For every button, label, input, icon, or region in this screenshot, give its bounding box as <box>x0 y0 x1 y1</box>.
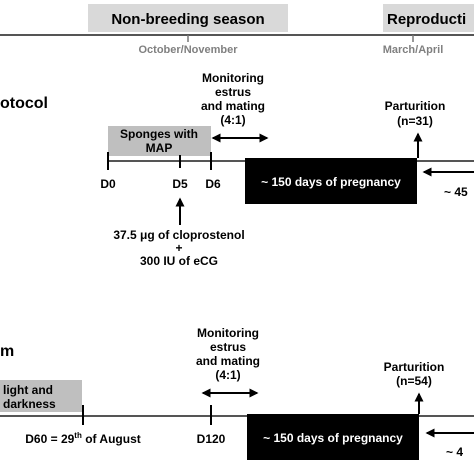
p2-day-d60: D60 = 29th of August <box>25 431 140 446</box>
non-breeding-season-box <box>88 4 288 32</box>
p1-after-label: ~ 45 <box>444 185 468 199</box>
p1-day-d0: D0 <box>100 177 116 191</box>
p1-day-d6: D6 <box>205 177 221 191</box>
reproductive-season-box <box>383 4 474 32</box>
protocol-2-title: m <box>0 343 14 360</box>
p2-day-d60-main: D60 = 29 <box>25 432 74 446</box>
protocol-1-title: otocol <box>0 95 48 112</box>
reproductive-season-label: Reproducti <box>387 11 466 28</box>
p1-day-d5: D5 <box>172 177 188 191</box>
p1-treatment-line-1: 37.5 μg of cloprostenol <box>113 228 244 242</box>
p2-light-line-2: darkness <box>3 397 56 411</box>
p1-monitoring-line-4: (4:1) <box>220 113 245 127</box>
p1-sponges-box <box>108 126 211 156</box>
p1-parturition-count: (n=31) <box>397 114 433 128</box>
p2-pregnancy-box <box>247 414 419 460</box>
p1-sponges-line-2: MAP <box>146 141 173 155</box>
p2-light-box <box>0 380 82 412</box>
p1-pregnancy-label: ~ 150 days of pregnancy <box>261 175 401 189</box>
non-breeding-season-label: Non-breeding season <box>111 11 264 28</box>
p1-treatment-line-3: 300 IU of eCG <box>140 254 218 268</box>
p2-parturition-count: (n=54) <box>396 374 432 388</box>
p2-day-d120: D120 <box>197 432 226 446</box>
p2-light-line-1: light and <box>3 383 53 397</box>
p1-sponges-line-1: Sponges with <box>120 127 198 141</box>
p2-monitoring-line-4: (4:1) <box>215 368 240 382</box>
month-left-label: October/November <box>138 44 238 56</box>
p1-treatment-line-2: + <box>175 241 182 255</box>
p2-monitoring-line-1: Monitoring <box>197 326 259 340</box>
p2-monitoring-line-2: estrus <box>210 340 246 354</box>
p1-monitoring-line-2: estrus <box>215 85 251 99</box>
p2-day-d60-sup: th <box>74 431 82 440</box>
p1-monitoring-line-1: Monitoring <box>202 71 264 85</box>
month-right-label: March/April <box>383 44 444 56</box>
p2-pregnancy-label: ~ 150 days of pregnancy <box>263 431 403 445</box>
p2-monitoring-line-3: and mating <box>196 354 260 368</box>
p2-parturition-label: Parturition <box>384 360 445 374</box>
p2-day-d60-rest: of August <box>82 432 141 446</box>
p1-pregnancy-box <box>245 158 417 204</box>
p1-parturition-label: Parturition <box>385 99 446 113</box>
p2-after-label: ~ 4 <box>446 445 463 459</box>
p1-monitoring-line-3: and mating <box>201 99 265 113</box>
